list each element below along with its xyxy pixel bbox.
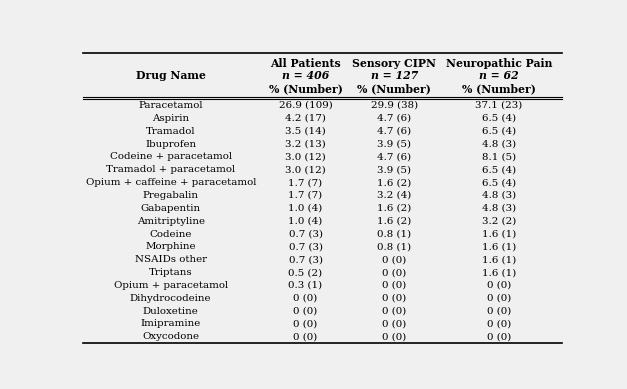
Text: 6.5 (4): 6.5 (4) — [482, 165, 516, 174]
Text: Duloxetine: Duloxetine — [143, 307, 199, 315]
Text: 1.6 (1): 1.6 (1) — [482, 242, 516, 251]
Text: 8.1 (5): 8.1 (5) — [482, 152, 516, 161]
Text: 26.9 (109): 26.9 (109) — [278, 101, 332, 110]
Text: Pregabalin: Pregabalin — [143, 191, 199, 200]
Text: 0 (0): 0 (0) — [293, 307, 318, 315]
Text: % (Number): % (Number) — [268, 83, 342, 94]
Text: Amitriptyline: Amitriptyline — [137, 217, 204, 226]
Text: 4.2 (17): 4.2 (17) — [285, 114, 326, 123]
Text: Codeine + paracetamol: Codeine + paracetamol — [110, 152, 232, 161]
Text: 1.7 (7): 1.7 (7) — [288, 178, 323, 187]
Text: 0 (0): 0 (0) — [382, 255, 406, 264]
Text: 1.0 (4): 1.0 (4) — [288, 217, 323, 226]
Text: 0 (0): 0 (0) — [293, 332, 318, 341]
Text: 1.0 (4): 1.0 (4) — [288, 204, 323, 213]
Text: 4.7 (6): 4.7 (6) — [377, 152, 411, 161]
Text: 1.6 (2): 1.6 (2) — [377, 204, 411, 213]
Text: 0.8 (1): 0.8 (1) — [377, 242, 411, 251]
Text: Imipramine: Imipramine — [140, 319, 201, 328]
Text: 0 (0): 0 (0) — [487, 294, 511, 303]
Text: 1.7 (7): 1.7 (7) — [288, 191, 323, 200]
Text: 0 (0): 0 (0) — [487, 281, 511, 290]
Text: 0 (0): 0 (0) — [293, 294, 318, 303]
Text: Aspirin: Aspirin — [152, 114, 189, 123]
Text: Neuropathic Pain: Neuropathic Pain — [446, 58, 552, 68]
Text: 3.9 (5): 3.9 (5) — [377, 165, 411, 174]
Text: 4.8 (3): 4.8 (3) — [482, 140, 516, 149]
Text: 1.6 (1): 1.6 (1) — [482, 230, 516, 238]
Text: % (Number): % (Number) — [357, 83, 431, 94]
Text: 4.7 (6): 4.7 (6) — [377, 127, 411, 136]
Text: 0.7 (3): 0.7 (3) — [288, 242, 322, 251]
Text: n = 406: n = 406 — [282, 70, 329, 81]
Text: Paracetamol: Paracetamol — [139, 101, 203, 110]
Text: NSAIDs other: NSAIDs other — [135, 255, 207, 264]
Text: Tramadol: Tramadol — [146, 127, 196, 136]
Text: 4.8 (3): 4.8 (3) — [482, 191, 516, 200]
Text: 0 (0): 0 (0) — [487, 332, 511, 341]
Text: 0.8 (1): 0.8 (1) — [377, 230, 411, 238]
Text: 0 (0): 0 (0) — [487, 319, 511, 328]
Text: n = 127: n = 127 — [371, 70, 418, 81]
Text: 1.6 (1): 1.6 (1) — [482, 268, 516, 277]
Text: 0.5 (2): 0.5 (2) — [288, 268, 323, 277]
Text: 0 (0): 0 (0) — [382, 281, 406, 290]
Text: Opium + paracetamol: Opium + paracetamol — [113, 281, 228, 290]
Text: 3.0 (12): 3.0 (12) — [285, 165, 326, 174]
Text: Sensory CIPN: Sensory CIPN — [352, 58, 436, 68]
Text: 37.1 (23): 37.1 (23) — [475, 101, 522, 110]
Text: 0 (0): 0 (0) — [382, 294, 406, 303]
Text: 0.3 (1): 0.3 (1) — [288, 281, 323, 290]
Text: 3.2 (13): 3.2 (13) — [285, 140, 326, 149]
Text: 0.7 (3): 0.7 (3) — [288, 255, 322, 264]
Text: 0 (0): 0 (0) — [382, 307, 406, 315]
Text: 29.9 (38): 29.9 (38) — [371, 101, 418, 110]
Text: 0 (0): 0 (0) — [293, 319, 318, 328]
Text: 1.6 (1): 1.6 (1) — [482, 255, 516, 264]
Text: Opium + caffeine + paracetamol: Opium + caffeine + paracetamol — [85, 178, 256, 187]
Text: 1.6 (2): 1.6 (2) — [377, 217, 411, 226]
Text: Oxycodone: Oxycodone — [142, 332, 199, 341]
Text: Dihydrocodeine: Dihydrocodeine — [130, 294, 211, 303]
Text: Ibuprofen: Ibuprofen — [145, 140, 196, 149]
Text: 6.5 (4): 6.5 (4) — [482, 127, 516, 136]
Text: 0 (0): 0 (0) — [382, 268, 406, 277]
Text: All Patients: All Patients — [270, 58, 341, 68]
Text: Triptans: Triptans — [149, 268, 192, 277]
Text: 3.0 (12): 3.0 (12) — [285, 152, 326, 161]
Text: 3.2 (2): 3.2 (2) — [482, 217, 516, 226]
Text: 3.9 (5): 3.9 (5) — [377, 140, 411, 149]
Text: Tramadol + paracetamol: Tramadol + paracetamol — [106, 165, 235, 174]
Text: 6.5 (4): 6.5 (4) — [482, 178, 516, 187]
Text: % (Number): % (Number) — [461, 83, 535, 94]
Text: Gabapentin: Gabapentin — [140, 204, 201, 213]
Text: Drug Name: Drug Name — [136, 70, 206, 81]
Text: n = 62: n = 62 — [479, 70, 519, 81]
Text: 0 (0): 0 (0) — [487, 307, 511, 315]
Text: 1.6 (2): 1.6 (2) — [377, 178, 411, 187]
Text: 3.2 (4): 3.2 (4) — [377, 191, 411, 200]
Text: Morphine: Morphine — [145, 242, 196, 251]
Text: 0 (0): 0 (0) — [382, 332, 406, 341]
Text: 0.7 (3): 0.7 (3) — [288, 230, 322, 238]
Text: 4.8 (3): 4.8 (3) — [482, 204, 516, 213]
Text: Codeine: Codeine — [149, 230, 192, 238]
Text: 0 (0): 0 (0) — [382, 319, 406, 328]
Text: 4.7 (6): 4.7 (6) — [377, 114, 411, 123]
Text: 6.5 (4): 6.5 (4) — [482, 114, 516, 123]
Text: 3.5 (14): 3.5 (14) — [285, 127, 326, 136]
